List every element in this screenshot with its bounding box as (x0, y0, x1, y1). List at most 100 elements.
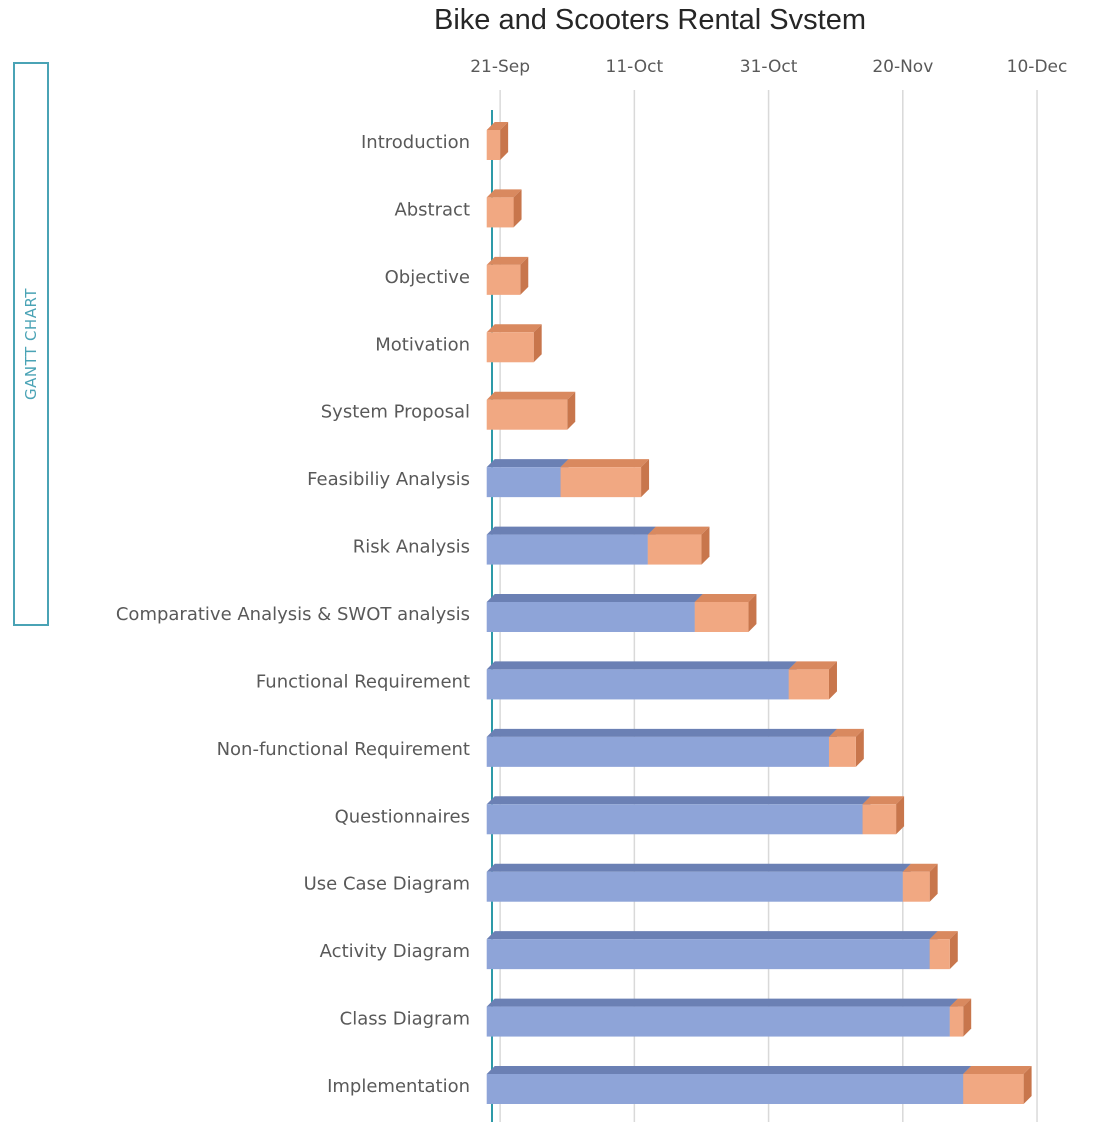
bar-duration-segment (694, 594, 757, 632)
bar-duration-segment-side (567, 391, 576, 430)
bar-duration-segment-front (828, 736, 856, 767)
bar-duration-segment (486, 256, 529, 295)
bar-start-segment-front (486, 939, 930, 970)
task-label: Implementation (327, 1076, 470, 1097)
bar-duration-segment (949, 998, 972, 1037)
task-label: Questionnaires (335, 806, 470, 827)
bar-start-segment-top (486, 459, 569, 468)
bar-duration-segment-side (828, 661, 837, 700)
bar-start-segment (486, 796, 871, 835)
bar-start-segment-top (486, 863, 911, 872)
bar-duration-segment-side (929, 863, 938, 902)
bar-duration-segment (963, 1066, 1032, 1104)
task-label: Activity Diagram (320, 941, 470, 962)
bar-duration-segment-side (641, 459, 650, 498)
task-label: Objective (385, 267, 470, 288)
x-tick-label: 20-Nov (872, 57, 933, 77)
bar-start-segment-front (486, 602, 695, 632)
bar-start-segment (486, 931, 938, 970)
bar-duration-segment-front (486, 332, 534, 363)
bar-duration-segment-side (748, 594, 757, 632)
bar-duration-segment-front (862, 804, 897, 835)
bar-duration-segment (788, 661, 837, 700)
task-label: Non-functional Requirement (217, 739, 470, 760)
bar-duration-segment-side (500, 122, 509, 160)
bar-start-segment-top (486, 661, 797, 670)
bar-duration-segment-top (486, 122, 509, 130)
bar-duration-segment-side (520, 256, 529, 295)
bar-duration-segment-top (486, 324, 542, 333)
bar-start-segment-top (486, 594, 703, 602)
task-label: Introduction (361, 132, 470, 153)
bar-duration-segment-top (788, 661, 837, 670)
bar-duration-segment-front (486, 399, 568, 430)
bar-start-segment (486, 661, 797, 700)
bar-duration-segment-top (902, 863, 938, 872)
bar-duration-segment-top (929, 931, 958, 940)
x-tick-label: 31-Oct (740, 57, 798, 77)
bar-duration-segment (929, 931, 958, 970)
bar-start-segment-front (486, 1006, 950, 1037)
bar-duration-segment-top (949, 998, 972, 1007)
bar-start-segment-front (486, 669, 789, 700)
x-tick-label: 21-Sep (470, 57, 530, 77)
bar-duration-segment (486, 189, 522, 228)
bar-duration-segment-top (963, 1066, 1032, 1074)
bar-start-segment-front (486, 534, 648, 565)
bar-start-segment (486, 526, 656, 565)
bar-duration-segment-side (533, 324, 542, 363)
bar-start-segment (486, 459, 569, 498)
bar-duration-segment-side (963, 998, 972, 1037)
bar-duration-segment-front (486, 130, 501, 160)
chart-title: Bike and Scooters Rental Svstem (434, 4, 866, 36)
bar-duration-segment-side (896, 796, 905, 835)
bar-duration-segment-side (1023, 1066, 1032, 1104)
bar-start-segment-front (486, 871, 903, 902)
bar-start-segment-front (486, 804, 863, 835)
bar-duration-segment (486, 324, 542, 363)
side-label-box: GANTT CHART (13, 62, 49, 626)
bar-start-segment-top (486, 931, 938, 940)
task-label: Feasibiliy Analysis (307, 469, 470, 490)
bar-duration-segment (560, 459, 650, 498)
bar-start-segment-front (486, 736, 829, 767)
bar-duration-segment-front (694, 602, 749, 632)
bar-duration-segment-side (949, 931, 958, 970)
bar-duration-segment-front (949, 1006, 964, 1037)
bar-duration-segment-front (902, 871, 930, 902)
bar-start-segment-front (486, 1074, 964, 1104)
task-label: Use Case Diagram (304, 874, 470, 895)
bar-start-segment-top (486, 728, 837, 737)
bar-start-segment-top (486, 1066, 972, 1074)
bar-duration-segment (486, 122, 509, 160)
bar-duration-segment-front (647, 534, 702, 565)
bar-duration-segment-side (855, 728, 864, 767)
bar-duration-segment-front (486, 264, 521, 295)
task-label: System Proposal (321, 402, 470, 423)
bar-duration-segment-front (788, 669, 829, 700)
bar-duration-segment-top (862, 796, 905, 805)
bar-start-segment (486, 998, 958, 1037)
bar-start-segment (486, 594, 703, 632)
x-tick-label: 10-Dec (1007, 57, 1068, 77)
bar-duration-segment-side (701, 526, 710, 565)
bar-start-segment (486, 1066, 972, 1104)
task-label: Functional Requirement (256, 671, 470, 692)
bar-duration-segment-top (828, 728, 864, 737)
bar-start-segment-front (486, 467, 561, 498)
task-label: Motivation (375, 334, 470, 355)
bar-start-segment-top (486, 526, 656, 535)
bar-duration-segment-top (647, 526, 710, 535)
bar-start-segment-top (486, 796, 871, 805)
task-label: Class Diagram (340, 1009, 470, 1030)
bar-start-segment (486, 863, 911, 902)
bar-duration-segment-top (486, 256, 529, 265)
bar-duration-segment (647, 526, 710, 565)
bar-duration-segment-top (486, 391, 576, 400)
bar-duration-segment (828, 728, 864, 767)
bar-duration-segment-front (486, 197, 514, 228)
bar-duration-segment (486, 391, 576, 430)
bar-start-segment (486, 728, 837, 767)
bar-duration-segment-front (963, 1074, 1024, 1104)
